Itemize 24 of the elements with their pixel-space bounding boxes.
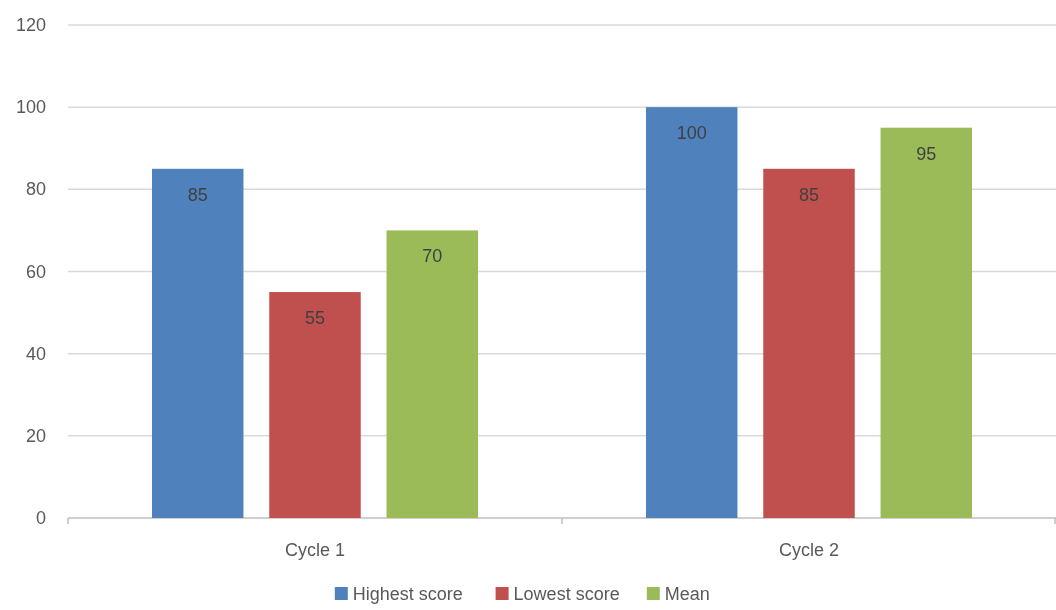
legend-label: Highest score: [352, 584, 463, 604]
y-tick-label: 0: [35, 508, 46, 528]
bar: [645, 107, 738, 518]
data-label: 70: [422, 246, 443, 267]
x-tick-label: Cycle 2: [778, 540, 840, 560]
bar: [880, 127, 973, 518]
legend-label: Mean: [664, 584, 710, 604]
bar: [386, 230, 479, 518]
legend-label: Lowest score: [513, 584, 620, 604]
data-label: 85: [187, 184, 208, 205]
data-label: 95: [916, 143, 937, 164]
y-tick-label: 120: [15, 15, 46, 35]
y-tick-label: 40: [25, 343, 46, 364]
bar: [151, 168, 244, 518]
bar: [763, 168, 855, 518]
y-tick-label: 100: [15, 97, 46, 118]
data-label: 100: [676, 123, 707, 144]
bar: [269, 292, 361, 518]
data-label: 85: [798, 184, 820, 205]
y-tick-label: 20: [25, 425, 46, 446]
y-tick-label: 80: [25, 179, 46, 200]
x-tick-label: Cycle 1: [284, 540, 346, 560]
y-tick-label: 60: [25, 261, 46, 282]
data-label: 55: [304, 308, 326, 329]
